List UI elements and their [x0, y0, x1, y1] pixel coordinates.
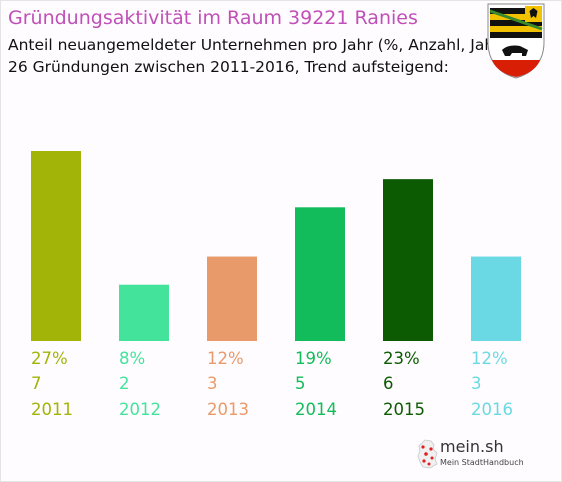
count-label-2016: 3: [471, 374, 482, 393]
brand-name: mein.sh: [440, 437, 504, 456]
percent-label-2015: 23%: [383, 349, 420, 368]
bar-2016: [471, 256, 521, 341]
count-label-2015: 6: [383, 374, 394, 393]
bar-2011: [31, 151, 81, 341]
percent-label-2014: 19%: [295, 349, 332, 368]
brand-logo: mein.sh Mein StadtHandbuch: [413, 435, 525, 475]
chart-subtitle-line1: Anteil neuangemeldeter Unternehmen pro J…: [8, 36, 507, 54]
year-label-2013: 2013: [207, 400, 249, 419]
percent-label-2016: 12%: [471, 349, 508, 368]
bar-2014: [295, 207, 345, 341]
count-label-2011: 7: [31, 374, 42, 393]
count-label-2012: 2: [119, 374, 130, 393]
percent-label-2011: 27%: [31, 349, 68, 368]
count-label-2013: 3: [207, 374, 218, 393]
percent-label-2012: 8%: [119, 349, 145, 368]
coat-of-arms-icon: [487, 3, 545, 79]
year-label-2015: 2015: [383, 400, 425, 419]
bar-2015: [383, 179, 433, 341]
count-label-2014: 5: [295, 374, 306, 393]
germany-map-icon: [417, 439, 438, 469]
year-label-2012: 2012: [119, 400, 161, 419]
bar-2012: [119, 284, 169, 341]
chart-subtitle-line2: 26 Gründungen zwischen 2011-2016, Trend …: [8, 58, 449, 76]
brand-tagline: Mein StadtHandbuch: [440, 458, 524, 467]
bar-2013: [207, 256, 257, 341]
year-label-2014: 2014: [295, 400, 337, 419]
year-label-2016: 2016: [471, 400, 513, 419]
year-label-2011: 2011: [31, 400, 73, 419]
chart-title: Gründungsaktivität im Raum 39221 Ranies: [8, 7, 418, 29]
percent-label-2013: 12%: [207, 349, 244, 368]
